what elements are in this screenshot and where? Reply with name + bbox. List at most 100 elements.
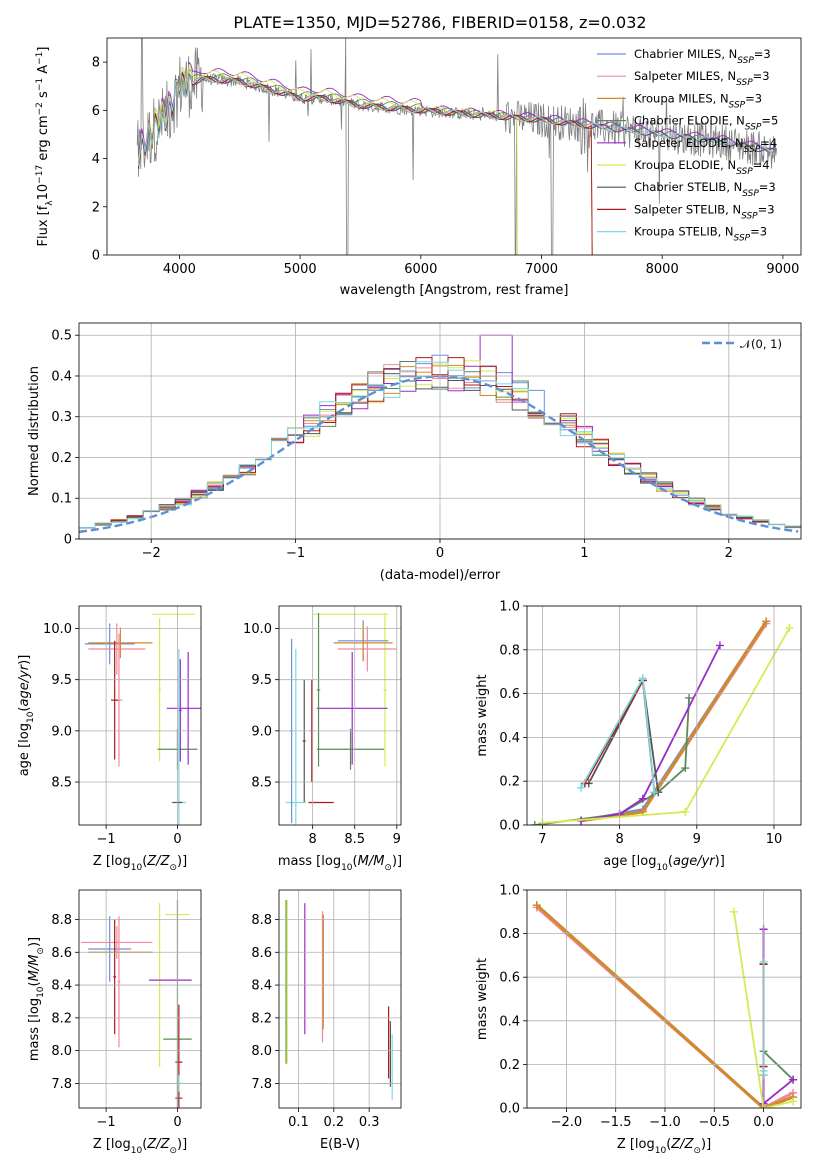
y-tick-label: 2: [92, 200, 100, 215]
legend-entry: Chabrier ELODIE, NSSP=5: [634, 114, 778, 133]
x-axis-label: Z [log10(Z/Z⊙)]: [617, 1137, 711, 1156]
x-axis-label: age [log10(age/yr)]: [603, 854, 725, 873]
spectrum-legend: Chabrier MILES, NSSP=3 Salpeter MILES, NS…: [597, 47, 778, 244]
y-tick-label: 8.5: [51, 776, 72, 791]
x-tick-label: 10: [766, 832, 783, 847]
mass-weight-marker: [685, 693, 694, 702]
x-axis-label: Z [log10(Z/Z⊙)]: [93, 1137, 187, 1156]
x-tick-label: 0.0: [753, 1115, 774, 1130]
y-tick-label: 6: [92, 104, 100, 119]
axes-frame: [526, 889, 802, 1109]
y-tick-label: 0.3: [51, 410, 72, 425]
y-tick-label: 0.6: [499, 971, 520, 986]
age-vs-Z-plot-area: [84, 613, 201, 825]
x-axis-label: wavelength [Angstrom, rest frame]: [340, 283, 569, 298]
x-tick-label: −1.5: [600, 1115, 632, 1130]
legend-entry: Chabrier STELIB, NSSP=3: [634, 180, 776, 199]
chart-age-vs-Z: −1 0 8.5 9.0 9.5 10.0 Z [log10(Z/Z⊙)] age [log1…: [17, 605, 202, 873]
x-tick-label: 0.2: [323, 1115, 344, 1130]
x-tick-label: 5000: [284, 262, 317, 277]
x-tick-label: −2: [142, 546, 161, 561]
y-axis-label: age [log10(age/yr)]: [17, 655, 36, 777]
spectrum-model-line: [137, 74, 776, 166]
legend-entry: 𝒩(0, 1): [740, 337, 782, 351]
x-tick-label: 2: [725, 546, 733, 561]
x-tick-label: −2.0: [551, 1115, 583, 1130]
mass-weight-marker: [715, 641, 724, 650]
mass-weight-marker: [729, 907, 738, 916]
mass-weight-marker: [532, 901, 541, 910]
x-tick-label: 1: [580, 546, 588, 561]
y-tick-label: 10.0: [43, 622, 72, 637]
y-tick-label: 8.8: [51, 913, 72, 928]
y-tick-label: 8.5: [251, 776, 272, 791]
y-tick-label: 8.0: [51, 1044, 72, 1059]
y-axis-label: Normed distribution: [27, 366, 42, 496]
y-tick-label: 9.5: [51, 673, 72, 688]
legend-entry: Salpeter MILES, NSSP=3: [634, 69, 770, 88]
y-tick-label: 8.8: [251, 913, 272, 928]
legend-entry: Salpeter STELIB, NSSP=3: [634, 202, 775, 221]
y-axis-label: mass weight: [475, 674, 490, 756]
mass-weight-line: [535, 904, 794, 1108]
chart-mass-vs-Z: −1 0 7.8 8.0 8.2 8.4 8.6 8.8 Z [log10(Z/Z⊙)] mass…: [27, 889, 202, 1156]
x-tick-label: 9000: [766, 262, 799, 277]
massweight-vs-age-plot-area: [530, 617, 794, 825]
x-tick-label: 0.1: [288, 1115, 309, 1130]
x-axis-label: Z [log10(Z/Z⊙)]: [93, 854, 187, 873]
spectrum-plot-area: [136, 38, 777, 255]
mass-weight-marker: [681, 764, 690, 773]
y-tick-label: 4: [92, 152, 100, 167]
y-tick-label: 8: [92, 56, 100, 71]
x-tick-label: −1: [97, 1115, 116, 1130]
y-tick-label: 8.2: [51, 1011, 72, 1026]
mass-weight-marker: [638, 674, 647, 683]
chart-mass-vs-ebv: 0.1 0.2 0.3 7.8 8.0 8.2 8.4 8.6 8.8 E(B-V): [251, 889, 402, 1152]
x-tick-label: 9: [693, 832, 701, 847]
y-tick-label: 0.2: [499, 1058, 520, 1073]
mass-vs-ebv-plot-area: [285, 899, 393, 1100]
x-tick-label: 6000: [404, 262, 437, 277]
axes-frame: [278, 889, 402, 1109]
y-tick-label: 10.0: [243, 622, 272, 637]
y-tick-label: 0.0: [499, 819, 520, 834]
mass-weight-marker: [789, 1097, 798, 1106]
residuals-plot-area: [79, 334, 801, 539]
y-tick-label: 8.0: [251, 1044, 272, 1059]
x-tick-label: 7: [538, 832, 546, 847]
chart-age-vs-mass: 8 8.5 9 8.5 9.0 9.5 10.0 mass [log10(M/M⊙)]: [243, 605, 402, 873]
y-tick-label: 8.4: [251, 979, 272, 994]
mass-weight-marker: [762, 617, 771, 626]
axes-frame: [526, 605, 802, 826]
y-tick-label: 9.0: [251, 724, 272, 739]
x-tick-label: −0.5: [698, 1115, 730, 1130]
y-axis-label: mass [log10(M/M⊙)]: [27, 937, 46, 1061]
y-axis-label: mass weight: [475, 958, 490, 1040]
legend-entry: Salpeter ELODIE, NSSP=4: [634, 136, 777, 155]
y-tick-label: 8.2: [251, 1011, 272, 1026]
x-tick-label: 0: [173, 832, 181, 847]
y-tick-label: 1.0: [499, 884, 520, 899]
axes-frame: [78, 889, 202, 1109]
y-tick-label: 0.4: [499, 731, 520, 746]
chart-massweight-vs-age: 7 8 9 10 0.0 0.2 0.4 0.6 0.8 1.0 age [log10(age/yr…: [475, 600, 802, 873]
x-axis-label: mass [log10(M/M⊙)]: [278, 854, 402, 873]
y-tick-label: 0.2: [51, 451, 72, 466]
mass-weight-marker: [650, 788, 659, 797]
y-tick-label: 8.6: [51, 946, 72, 961]
y-tick-label: 0.1: [51, 492, 72, 507]
axes-frame: [278, 605, 402, 826]
x-axis-label: (data-model)/error: [380, 568, 501, 583]
y-tick-label: 9.0: [51, 724, 72, 739]
axes-frame: [78, 605, 202, 826]
axes-frame: [106, 37, 802, 256]
chart-massweight-vs-Z: −2.0 −1.5 −1.0 −0.5 0.0 0.0 0.2 0.4 0.6 0.8 1.0 Z […: [475, 884, 802, 1156]
gaussian-reference-line: [79, 375, 799, 534]
mass-weight-marker: [681, 807, 690, 816]
y-tick-label: 8.4: [51, 979, 72, 994]
figure-title: PLATE=1350, MJD=52786, FIBERID=0158, z=0…: [233, 13, 646, 32]
x-axis-label: E(B-V): [320, 1137, 360, 1152]
axes-frame: [78, 322, 802, 540]
mass-weight-line: [580, 644, 721, 822]
